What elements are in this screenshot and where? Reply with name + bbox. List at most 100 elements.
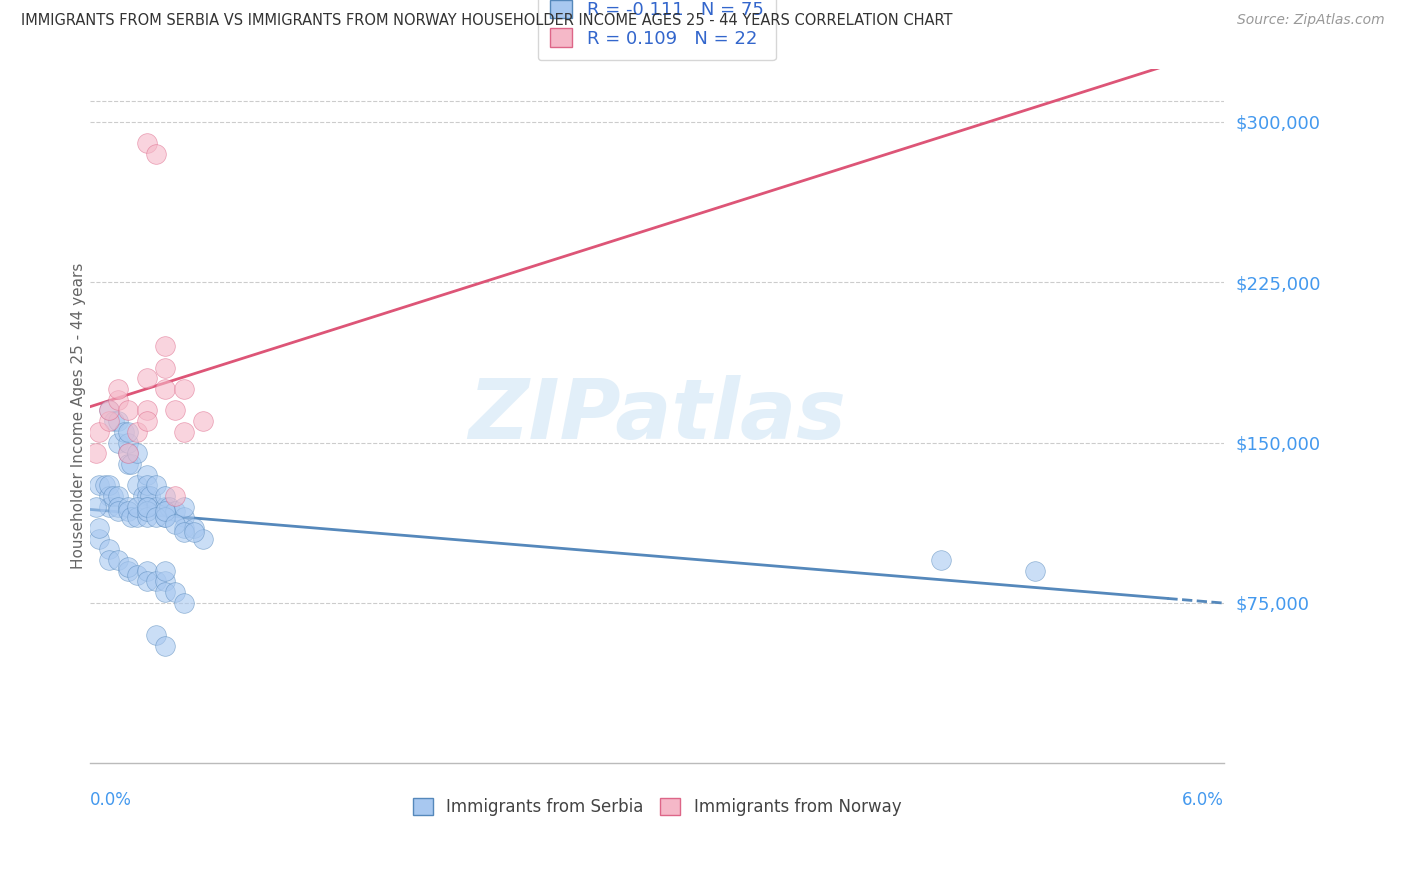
Point (193, 414, 215, 428)
Point (117, 425, 139, 439)
Point (145, 500, 167, 514)
Point (157, 500, 180, 514)
Text: Source: ZipAtlas.com: Source: ZipAtlas.com (1237, 13, 1385, 28)
Point (135, 504, 157, 518)
Point (155, 639, 177, 653)
Point (117, 504, 139, 518)
Point (183, 521, 205, 535)
Text: 0.0%: 0.0% (90, 791, 132, 809)
Point (145, 478, 167, 492)
Point (155, 585, 177, 599)
Point (155, 500, 177, 514)
Point (89, 532, 111, 546)
Point (163, 585, 186, 599)
Point (183, 525, 205, 540)
Point (155, 564, 177, 578)
Point (103, 414, 125, 428)
Point (97, 489, 120, 503)
Point (84, 500, 107, 514)
Point (145, 510, 167, 524)
Point (107, 553, 129, 567)
Point (929, 553, 952, 567)
Point (135, 510, 157, 524)
Point (145, 628, 167, 642)
Point (145, 574, 167, 589)
Point (155, 360, 177, 375)
Point (163, 489, 186, 503)
Point (107, 489, 129, 503)
Point (135, 574, 157, 589)
Point (173, 500, 195, 514)
Point (155, 339, 177, 353)
Point (97, 403, 120, 417)
Point (163, 516, 186, 531)
Point (117, 564, 139, 578)
Point (155, 510, 177, 524)
Point (155, 382, 177, 396)
Point (155, 504, 177, 518)
Point (94, 478, 117, 492)
Point (163, 504, 186, 518)
Point (135, 500, 157, 514)
Point (173, 382, 195, 396)
Point (145, 147, 167, 161)
Point (127, 500, 149, 514)
Point (135, 403, 157, 417)
Text: IMMIGRANTS FROM SERBIA VS IMMIGRANTS FROM NORWAY HOUSEHOLDER INCOME AGES 25 - 44: IMMIGRANTS FROM SERBIA VS IMMIGRANTS FRO… (21, 13, 953, 29)
Point (173, 596, 195, 610)
Point (89, 478, 111, 492)
Y-axis label: Householder Income Ages 25 - 44 years: Householder Income Ages 25 - 44 years (72, 262, 86, 569)
Point (135, 564, 157, 578)
Point (135, 414, 157, 428)
Point (173, 425, 195, 439)
Point (97, 500, 120, 514)
Point (127, 425, 149, 439)
Point (117, 446, 139, 460)
Point (107, 435, 129, 450)
Point (107, 382, 129, 396)
Point (135, 371, 157, 385)
Point (117, 403, 139, 417)
Point (135, 467, 157, 482)
Point (135, 478, 157, 492)
Point (135, 500, 157, 514)
Point (117, 446, 139, 460)
Point (107, 504, 129, 518)
Point (101, 489, 124, 503)
Point (112, 425, 135, 439)
Point (120, 457, 142, 471)
Point (127, 478, 149, 492)
Point (155, 489, 177, 503)
Point (97, 542, 120, 557)
Point (89, 425, 111, 439)
Point (117, 559, 139, 574)
Point (97, 478, 120, 492)
Point (84, 446, 107, 460)
Point (163, 403, 186, 417)
Point (127, 510, 149, 524)
Text: ZIPatlas: ZIPatlas (468, 376, 846, 457)
Legend: Immigrants from Serbia, Immigrants from Norway: Immigrants from Serbia, Immigrants from … (405, 789, 910, 824)
Point (135, 489, 157, 503)
Point (89, 521, 111, 535)
Point (155, 574, 177, 589)
Point (135, 136, 157, 151)
Point (117, 435, 139, 450)
Point (155, 510, 177, 524)
Point (97, 553, 120, 567)
Point (139, 489, 162, 503)
Point (107, 392, 129, 407)
Point (173, 525, 195, 540)
Point (173, 510, 195, 524)
Point (1024, 564, 1046, 578)
Point (97, 403, 120, 417)
Text: 6.0%: 6.0% (1182, 791, 1225, 809)
Point (117, 500, 139, 514)
Point (107, 500, 129, 514)
Point (127, 568, 149, 582)
Point (173, 521, 195, 535)
Point (97, 414, 120, 428)
Point (127, 446, 149, 460)
Point (193, 532, 215, 546)
Point (132, 489, 155, 503)
